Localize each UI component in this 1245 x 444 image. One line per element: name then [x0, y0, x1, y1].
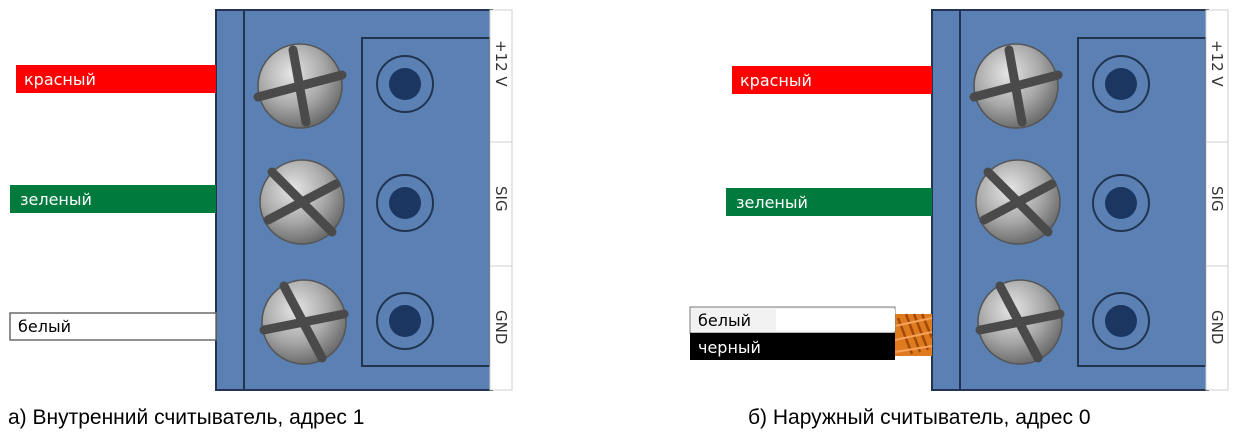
terminal-label-b-3: GND: [1208, 310, 1226, 344]
wire-label-a-white: белый: [18, 317, 71, 336]
wire-b-black: [690, 333, 895, 360]
screw-b-3: [975, 279, 1065, 365]
wire-a-red: [16, 65, 216, 93]
socket-b-1: [1092, 55, 1150, 113]
terminal-label-a-3: GND: [492, 310, 510, 344]
wire-b-green: [726, 188, 932, 216]
wire-label-b-black: черный: [698, 338, 761, 357]
terminal-label-strip-a: [489, 9, 513, 391]
wire-label-b-green: зеленый: [736, 193, 808, 212]
screw-a-1: [253, 43, 347, 129]
wire-b-red: [732, 66, 932, 94]
screw-b-1: [969, 43, 1063, 129]
socket-a-2: [376, 174, 434, 232]
wire-a-green: [10, 185, 216, 213]
wire-a-white: [9, 312, 217, 341]
terminal-label-b-1: +12 V: [1208, 40, 1226, 87]
terminal-block-a: [215, 9, 493, 391]
twisted-wire-pair: [894, 313, 934, 356]
wire-label-b-white: белый: [698, 311, 751, 330]
wire-label-a-red: красный: [24, 70, 96, 89]
terminal-label-a-1: +12 V: [492, 40, 510, 87]
socket-b-2: [1092, 174, 1150, 232]
panel-b: +12 V SIG GND красный зеленый белый черн…: [689, 9, 1229, 429]
wire-label-a-green: зеленый: [20, 190, 92, 209]
caption-b: б) Наружный считыватель, адрес 0: [748, 406, 1091, 429]
terminal-label-b-2: SIG: [1208, 186, 1226, 212]
wire-label-b-red: красный: [740, 71, 812, 90]
screw-a-2: [259, 159, 345, 245]
panel-a: +12 V SIG GND красный зеленый белый а) В…: [8, 9, 513, 429]
socket-a-1: [376, 55, 434, 113]
terminal-block-b: [931, 9, 1209, 391]
screw-b-2: [975, 159, 1061, 245]
terminal-label-strip-b: [1205, 9, 1229, 391]
socket-a-3: [376, 292, 434, 350]
socket-b-3: [1092, 292, 1150, 350]
caption-a: а) Внутренний считыватель, адрес 1: [8, 406, 364, 429]
terminal-label-a-2: SIG: [492, 186, 510, 212]
screw-a-3: [259, 279, 349, 365]
